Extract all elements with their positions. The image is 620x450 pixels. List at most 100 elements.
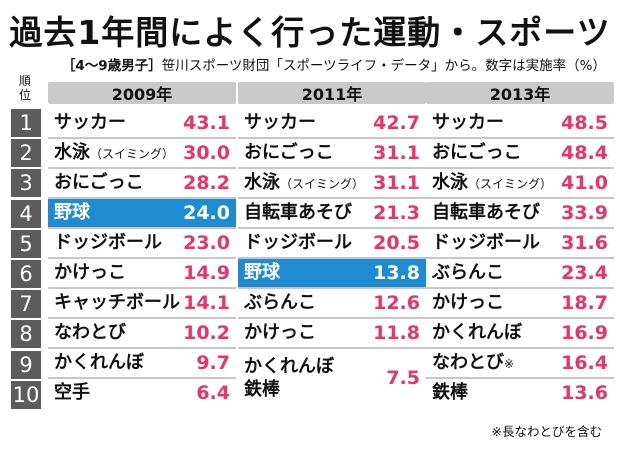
list-item: ドッジボール 23.0 [48, 229, 236, 259]
list-item: サッカー 48.5 [426, 109, 614, 139]
rank-number: 7 [11, 290, 41, 319]
sport-name-note: （スイミング） [280, 176, 365, 191]
sport-name-text: 自転車あそび [244, 201, 352, 223]
sport-name: なわとび※ [432, 352, 514, 375]
year-header: 2013年 [426, 82, 614, 104]
sport-rate: 23.0 [183, 232, 230, 254]
list-item: おにごっこ 48.4 [426, 139, 614, 169]
sport-name-text: 野球 [244, 261, 280, 283]
sport-name-text: サッカー [54, 111, 126, 133]
sport-name: かくれんぼ 鉄棒 [244, 356, 334, 401]
sport-name-text: かくれんぼ [432, 321, 522, 343]
subtitle: ［4〜9歳男子］笹川スポーツ財団「スポーツライフ・データ」から。数字は実施率（%… [62, 54, 606, 74]
sport-name: サッカー [244, 112, 316, 135]
list-item: かくれんぼ 16.9 [426, 319, 614, 349]
list-item: サッカー 43.1 [48, 109, 236, 139]
sport-rate: 33.9 [561, 202, 608, 224]
sport-name: ぶらんこ [244, 292, 316, 315]
sport-name: 空手 [54, 382, 90, 405]
sport-name: ドッジボール [54, 232, 162, 255]
list-item: ぶらんこ 23.4 [426, 259, 614, 289]
sport-rate: 28.2 [183, 172, 230, 194]
year-header: 2009年 [48, 82, 236, 104]
sport-name-text: ぶらんこ [432, 261, 504, 283]
list-item: 水泳（スイミング） 31.1 [238, 169, 426, 199]
list-item: かくれんぼ 9.7 [48, 349, 236, 379]
rank-number: 4 [11, 199, 41, 228]
sport-name-text: ドッジボール [244, 231, 352, 253]
sport-rate: 14.9 [183, 262, 230, 284]
rank-number: 9 [11, 350, 41, 379]
list-item: かけっこ 18.7 [426, 289, 614, 319]
sport-name-text: 自転車あそび [432, 201, 540, 223]
sport-name-note: （スイミング） [468, 176, 553, 191]
sport-rate: 48.5 [561, 112, 608, 134]
list-item: 空手 6.4 [48, 379, 236, 407]
sport-name: 自転車あそび [244, 202, 352, 225]
rank-header: 順 位 [12, 74, 38, 102]
list-item: なわとび 10.2 [48, 319, 236, 349]
sport-rate: 9.7 [196, 352, 230, 374]
subtitle-category: ［4〜9歳男子］ [61, 58, 162, 74]
sport-rate: 12.6 [373, 292, 420, 314]
sport-rate: 20.5 [373, 232, 420, 254]
sport-rate: 31.1 [373, 172, 420, 194]
rank-number: 10 [11, 380, 41, 409]
sport-rate: 16.9 [561, 322, 608, 344]
sport-name-text: かけっこ [432, 291, 504, 313]
sport-name: ドッジボール [432, 232, 540, 255]
list-item: ドッジボール 31.6 [426, 229, 614, 259]
rank-number: 3 [11, 169, 41, 198]
sport-name-text: 空手 [54, 381, 90, 403]
sport-name: おにごっこ [54, 172, 144, 195]
sport-name-text: おにごっこ [54, 171, 144, 193]
sport-name: 水泳（スイミング） [54, 142, 174, 165]
list-item: 水泳（スイミング） 30.0 [48, 139, 236, 169]
sport-name-line2: 鉄棒 [244, 378, 280, 400]
sport-name: 水泳（スイミング） [244, 172, 364, 195]
list-item: 水泳（スイミング） 41.0 [426, 169, 614, 199]
sport-rate: 13.6 [561, 382, 608, 404]
column-2011: 2011年 サッカー 42.7 おにごっこ 31.1 水泳（スイミング） 31.1 自転車あそ… [238, 82, 426, 407]
sport-name: 水泳（スイミング） [432, 172, 552, 195]
sport-rate: 14.1 [183, 292, 230, 314]
sport-name-text: かけっこ [244, 321, 316, 343]
sport-rate: 21.3 [373, 202, 420, 224]
list-item: サッカー 42.7 [238, 109, 426, 139]
list-item: 自転車あそび 33.9 [426, 199, 614, 229]
sport-rate: 16.4 [561, 352, 608, 374]
sport-rate: 6.4 [196, 382, 230, 404]
rank-list: サッカー 42.7 おにごっこ 31.1 水泳（スイミング） 31.1 自転車あそび 21.3… [238, 109, 426, 407]
footnote: ※長なわとびを含む [491, 424, 602, 439]
sport-name-text: キャッチボール [54, 291, 180, 313]
sport-name-text: ぶらんこ [244, 291, 316, 313]
sport-name: おにごっこ [432, 142, 522, 165]
list-item: かくれんぼ 鉄棒 7.5 [238, 349, 426, 407]
sport-name-text: サッカー [432, 111, 504, 133]
rank-number: 2 [11, 139, 41, 168]
sport-name: かけっこ [54, 262, 126, 285]
subtitle-source: 笹川スポーツ財団「スポーツライフ・データ」から。数字は実施率（%） [161, 58, 606, 74]
rank-number: 5 [11, 229, 41, 258]
sport-name: キャッチボール [54, 292, 180, 315]
list-item: おにごっこ 31.1 [238, 139, 426, 169]
sport-name: 自転車あそび [432, 202, 540, 225]
list-item: ぶらんこ 12.6 [238, 289, 426, 319]
list-item: 自転車あそび 21.3 [238, 199, 426, 229]
sport-rate: 43.1 [183, 112, 230, 134]
sport-name-text: 鉄棒 [432, 381, 468, 403]
rank-column: 1 2 3 4 5 6 7 8 9 10 [11, 109, 41, 411]
sport-rate: 31.1 [373, 142, 420, 164]
list-item: ドッジボール 20.5 [238, 229, 426, 259]
sport-name: かけっこ [432, 292, 504, 315]
sport-name: 野球 [54, 202, 90, 225]
sport-rate: 24.0 [183, 202, 230, 224]
sport-name-text: 水泳 [432, 171, 468, 193]
sport-name-text: ドッジボール [54, 231, 162, 253]
sport-name-text: サッカー [244, 111, 316, 133]
sport-name: なわとび [54, 322, 126, 345]
column-2013: 2013年サッカー 48.5 おにごっこ 48.4 水泳（スイミング） 41.0 自転車あそ… [426, 82, 614, 407]
rank-header-2: 位 [18, 88, 31, 102]
sport-name: サッカー [432, 112, 504, 135]
rank-number: 8 [11, 320, 41, 349]
